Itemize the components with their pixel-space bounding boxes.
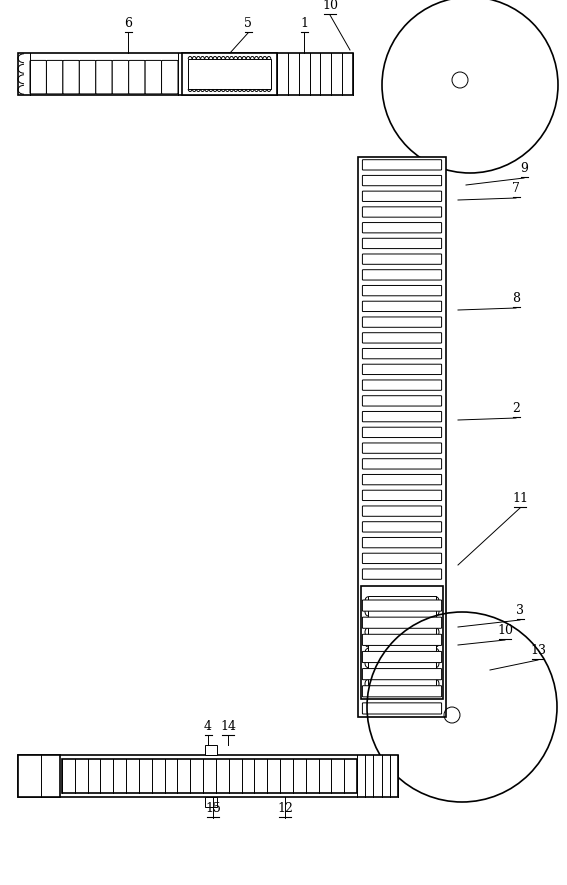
FancyBboxPatch shape	[362, 286, 442, 296]
FancyBboxPatch shape	[362, 159, 442, 170]
FancyBboxPatch shape	[362, 427, 442, 437]
FancyBboxPatch shape	[362, 651, 442, 663]
FancyBboxPatch shape	[362, 458, 442, 469]
FancyBboxPatch shape	[362, 207, 442, 217]
FancyBboxPatch shape	[362, 490, 442, 501]
FancyBboxPatch shape	[362, 635, 442, 645]
FancyBboxPatch shape	[362, 537, 442, 548]
Text: 15: 15	[205, 802, 221, 815]
FancyBboxPatch shape	[362, 365, 442, 374]
FancyBboxPatch shape	[362, 443, 442, 453]
Bar	[182, 53, 277, 95]
FancyBboxPatch shape	[362, 349, 442, 358]
FancyBboxPatch shape	[96, 60, 112, 94]
Bar	[205, 745, 217, 755]
FancyBboxPatch shape	[362, 569, 442, 580]
Text: 11: 11	[512, 492, 528, 505]
FancyBboxPatch shape	[129, 60, 145, 94]
FancyBboxPatch shape	[362, 301, 442, 312]
Text: 9: 9	[520, 162, 528, 175]
FancyBboxPatch shape	[362, 553, 442, 564]
FancyBboxPatch shape	[362, 474, 442, 485]
Bar	[368, 596, 436, 689]
Bar	[188, 59, 271, 89]
Bar	[18, 755, 60, 797]
FancyBboxPatch shape	[362, 396, 442, 406]
FancyBboxPatch shape	[46, 60, 63, 94]
FancyBboxPatch shape	[362, 522, 442, 532]
FancyBboxPatch shape	[362, 617, 442, 628]
FancyBboxPatch shape	[145, 60, 162, 94]
FancyBboxPatch shape	[112, 60, 129, 94]
FancyBboxPatch shape	[63, 60, 79, 94]
FancyBboxPatch shape	[362, 222, 442, 233]
FancyBboxPatch shape	[162, 60, 178, 94]
FancyBboxPatch shape	[362, 506, 442, 516]
Bar	[62, 759, 357, 793]
Text: 12: 12	[277, 802, 293, 815]
FancyBboxPatch shape	[362, 317, 442, 327]
FancyBboxPatch shape	[362, 668, 442, 680]
FancyBboxPatch shape	[362, 333, 442, 343]
FancyBboxPatch shape	[79, 60, 96, 94]
Text: 4: 4	[204, 720, 212, 733]
FancyBboxPatch shape	[362, 380, 442, 390]
FancyBboxPatch shape	[362, 191, 442, 202]
FancyBboxPatch shape	[362, 254, 442, 265]
FancyBboxPatch shape	[362, 175, 442, 186]
Bar	[18, 53, 353, 95]
Bar	[205, 797, 217, 807]
Text: 6: 6	[124, 17, 132, 30]
FancyBboxPatch shape	[362, 238, 442, 249]
Text: 1: 1	[300, 17, 308, 30]
Text: 14: 14	[220, 720, 236, 733]
Text: 8: 8	[512, 292, 520, 305]
FancyBboxPatch shape	[362, 703, 442, 714]
FancyBboxPatch shape	[362, 270, 442, 280]
Text: 10: 10	[497, 624, 513, 637]
Bar	[358, 157, 446, 717]
Text: 3: 3	[516, 604, 524, 617]
FancyBboxPatch shape	[362, 412, 442, 422]
FancyBboxPatch shape	[362, 686, 442, 696]
Text: 7: 7	[512, 182, 520, 195]
Text: 5: 5	[244, 17, 252, 30]
Bar	[18, 755, 398, 797]
Text: 2: 2	[512, 402, 520, 415]
Text: 10: 10	[322, 0, 338, 12]
Bar	[361, 586, 443, 699]
FancyBboxPatch shape	[362, 600, 442, 612]
Text: 13: 13	[530, 644, 546, 657]
FancyBboxPatch shape	[30, 60, 46, 94]
